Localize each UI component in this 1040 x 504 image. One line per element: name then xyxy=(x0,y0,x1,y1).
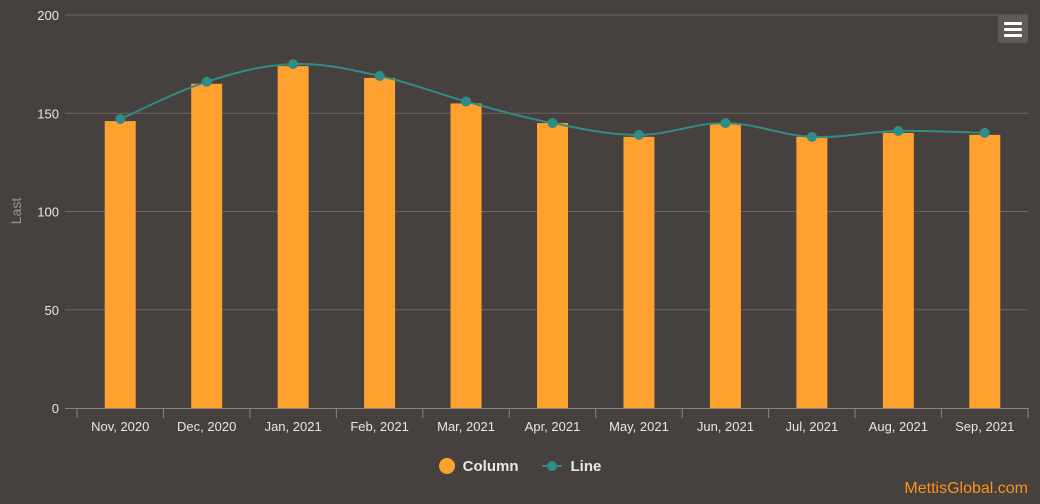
legend-label-line: Line xyxy=(570,457,602,475)
line-point xyxy=(893,125,904,136)
column-series xyxy=(104,66,1001,409)
credit-link[interactable]: MettisGlobal.com xyxy=(904,480,1028,497)
line-legend-icon-marker xyxy=(547,461,558,471)
y-axis-tick-labels: 0 50 100 150 200 xyxy=(37,8,59,416)
line-point xyxy=(633,129,644,140)
y-tick-label: 200 xyxy=(37,8,59,23)
legend-item-line[interactable]: Line xyxy=(542,458,601,475)
column-bar xyxy=(709,123,741,408)
x-tick-label: Feb, 2021 xyxy=(350,419,409,434)
column-bar xyxy=(969,134,1001,409)
column-bar xyxy=(104,121,136,409)
y-tick-label: 150 xyxy=(37,106,59,121)
line-point xyxy=(806,131,817,142)
chart-legend: Column Line xyxy=(0,455,1040,477)
line-point xyxy=(720,118,731,129)
column-bar xyxy=(191,83,223,409)
x-tick-label: Dec, 2020 xyxy=(177,419,236,434)
column-bar xyxy=(537,123,568,408)
x-tick-label: May, 2021 xyxy=(609,419,669,434)
column-bar xyxy=(623,136,655,408)
column-bar xyxy=(796,136,828,408)
line-point xyxy=(461,96,472,107)
y-tick-label: 50 xyxy=(45,303,59,318)
column-bar xyxy=(277,66,309,408)
x-tick-label: Sep, 2021 xyxy=(955,419,1014,434)
column-bar xyxy=(882,132,914,408)
y-tick-label: 100 xyxy=(37,205,59,220)
line-point xyxy=(201,76,212,87)
column-legend-icon xyxy=(438,458,455,474)
line-point xyxy=(288,59,299,70)
x-tick-label: Apr, 2021 xyxy=(525,419,581,434)
legend-label-column: Column xyxy=(462,457,519,475)
line-legend-icon xyxy=(542,458,563,474)
line-point xyxy=(547,118,558,129)
x-tick-label: Jul, 2021 xyxy=(785,419,838,434)
y-tick-label: 0 xyxy=(52,401,59,416)
chart-menu-button[interactable] xyxy=(998,15,1028,43)
x-tick-label: Jan, 2021 xyxy=(265,419,322,434)
x-tick-label: Jun, 2021 xyxy=(697,419,754,434)
line-series xyxy=(115,59,990,142)
hamburger-menu-icon-bar xyxy=(1004,28,1022,31)
hamburger-menu-icon xyxy=(1004,22,1022,25)
column-bar xyxy=(450,103,482,409)
column-bar xyxy=(364,77,396,408)
line-point xyxy=(374,70,385,81)
line-point xyxy=(115,114,126,125)
legend-item-column[interactable]: Column xyxy=(438,457,519,475)
x-tick-label: Aug, 2021 xyxy=(869,419,928,434)
x-axis: Nov, 2020 Dec, 2020 Jan, 2021 Feb, 2021 Mar,… xyxy=(65,408,1029,434)
hamburger-menu-icon-bar xyxy=(1004,34,1022,37)
y-axis-label: Last xyxy=(8,198,24,225)
x-tick-label: Mar, 2021 xyxy=(437,419,495,434)
x-tick-label: Nov, 2020 xyxy=(91,419,149,434)
line-point xyxy=(979,127,990,138)
